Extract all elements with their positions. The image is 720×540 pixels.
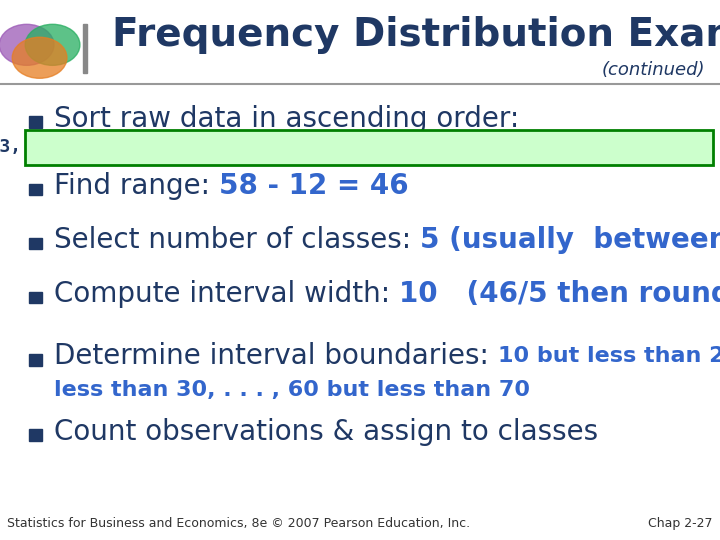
Text: 10 but less than 20, 20 but: 10 but less than 20, 20 but bbox=[498, 346, 720, 367]
Text: 5 (usually  between 5 and 15): 5 (usually between 5 and 15) bbox=[420, 226, 720, 254]
Text: Compute interval width:: Compute interval width: bbox=[54, 280, 399, 308]
Text: Sort raw data in ascending order:: Sort raw data in ascending order: bbox=[54, 105, 519, 133]
Text: Count observations & assign to classes: Count observations & assign to classes bbox=[54, 418, 598, 446]
Text: Statistics for Business and Economics, 8e © 2007 Pearson Education, Inc.: Statistics for Business and Economics, 8… bbox=[7, 517, 470, 530]
Text: Determine interval boundaries:: Determine interval boundaries: bbox=[54, 342, 498, 370]
Text: 10   (46/5 then round up): 10 (46/5 then round up) bbox=[399, 280, 720, 308]
Text: 58 - 12 = 46: 58 - 12 = 46 bbox=[219, 172, 408, 200]
Text: Frequency Distribution Example: Frequency Distribution Example bbox=[112, 16, 720, 54]
Text: Find range:: Find range: bbox=[54, 172, 219, 200]
Text: Select number of classes:: Select number of classes: bbox=[54, 226, 420, 254]
Text: Chap 2-27: Chap 2-27 bbox=[648, 517, 713, 530]
Text: (continued): (continued) bbox=[602, 61, 706, 79]
Text: 12, 13, 17, 21, 24, 24, 26, 27, 27, 30, 32, 35, 37, 38, 41, 43, 44, 46, 53, 58: 12, 13, 17, 21, 24, 24, 26, 27, 27, 30, … bbox=[0, 138, 720, 157]
Text: less than 30, . . . , 60 but less than 70: less than 30, . . . , 60 but less than 7… bbox=[54, 380, 530, 401]
